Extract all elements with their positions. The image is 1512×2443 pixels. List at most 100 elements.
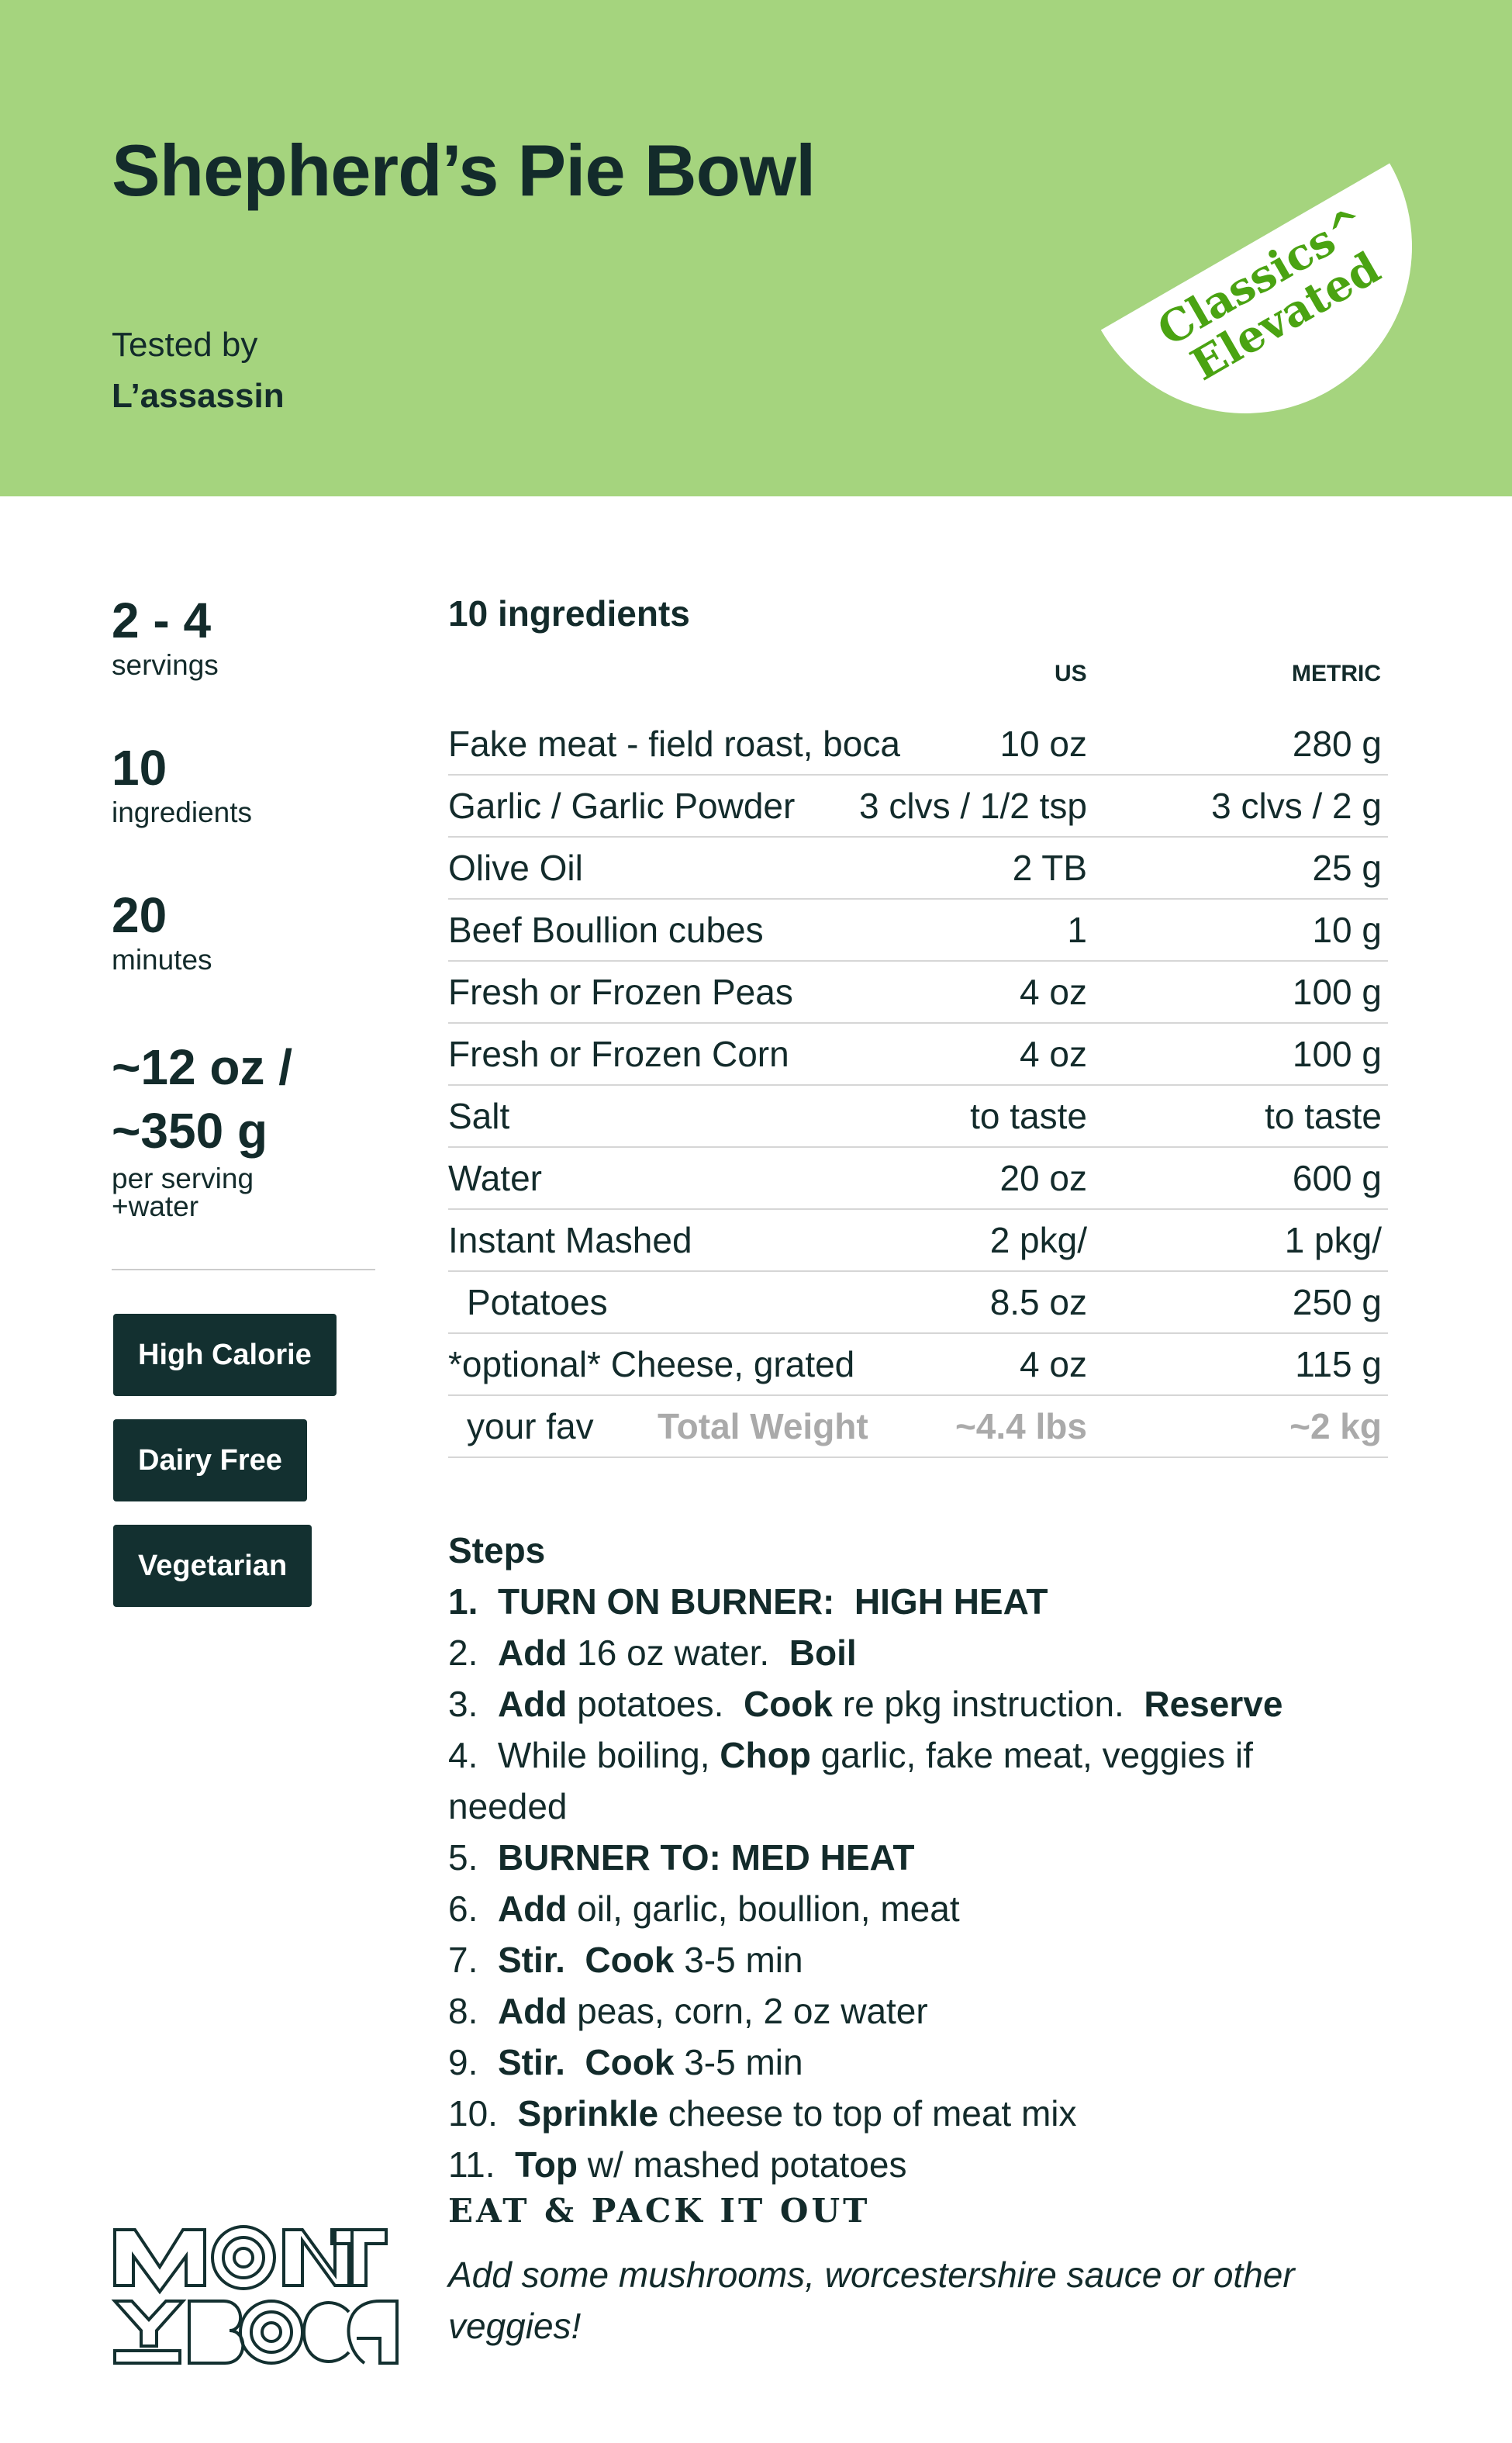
classics-elevated-badge: Classics^ Elevated	[1100, 163, 1473, 475]
step-text: garlic, fake meat, veggies if needed	[448, 1735, 1263, 1826]
ingredient-metric: 600 g	[1292, 1158, 1382, 1198]
ingredient-metric: 280 g	[1292, 724, 1382, 764]
step-action: Top	[515, 2144, 578, 2185]
step-action: Add	[497, 1684, 568, 1724]
ingredient-metric: to taste	[1265, 1096, 1382, 1136]
ingredient-us: 1	[1067, 910, 1087, 950]
closing-text: EAT & PACK IT OUT	[448, 2192, 871, 2230]
ingredient-row: *optional* Cheese, grated 4 oz 115 g	[448, 1334, 1388, 1396]
ingredient-us: 10 oz	[999, 724, 1087, 764]
ingredient-us: to taste	[970, 1096, 1087, 1136]
ingredient-metric: 25 g	[1312, 848, 1382, 888]
ingredient-us: 2 TB	[1012, 848, 1087, 888]
ingredient-row: Fake meat - field roast, boca 10 oz 280 g	[448, 714, 1388, 776]
step-action: 1.	[448, 1581, 498, 1622]
stat-serving-size: ~12 oz / ~350 g per serving +water	[112, 1033, 292, 1221]
ingredient-name: *optional* Cheese, grated	[448, 1344, 855, 1384]
ingredient-us: 4 oz	[1020, 1034, 1087, 1074]
stat-label: per serving	[112, 1163, 254, 1194]
ingredient-us: 8.5 oz	[989, 1282, 1087, 1322]
step-action: Stir. Cook	[497, 2042, 675, 2082]
col-metric: METRIC	[1292, 661, 1381, 686]
step-text: 6.	[448, 1888, 498, 1929]
step-action: Chop	[720, 1735, 811, 1775]
ingredient-us: 2 pkg/	[989, 1220, 1087, 1260]
step-text: peas, corn, 2 oz water	[567, 1991, 928, 2031]
ingredient-name: Garlic / Garlic Powder	[448, 786, 796, 826]
step-text: 11.	[448, 2144, 516, 2185]
ingredients-title: 10 ingredients	[448, 593, 690, 634]
step-text: 3.	[448, 1684, 498, 1724]
step-text: cheese to top of meat mix	[658, 2093, 1077, 2134]
ingredient-row: Olive Oil 2 TB 25 g	[448, 838, 1388, 900]
ingredient-metric: 10 g	[1312, 910, 1382, 950]
stat-value: 2 - 4	[112, 593, 212, 648]
step-text: 2.	[448, 1633, 498, 1673]
stat-minutes: 20 minutes	[112, 886, 212, 976]
total-weight-row: your fav Total Weight ~4.4 lbs ~2 kg	[448, 1396, 1388, 1458]
tester-name: L’assassin	[112, 377, 285, 415]
step-action: BURNER TO: MED HEAT	[497, 1837, 915, 1878]
step-action: Cook	[743, 1684, 833, 1724]
ingredient-name: Olive Oil	[448, 848, 583, 888]
ingredient-metric: 1 pkg/	[1284, 1220, 1382, 1260]
step-item: 9. Stir. Cook 3-5 min	[448, 2037, 1379, 2088]
ingredient-us: 4 oz	[1020, 972, 1087, 1012]
stat-ingredients: 10 ingredients	[112, 738, 252, 828]
step-text: 16 oz water.	[567, 1633, 789, 1673]
ingredient-metric: 100 g	[1292, 972, 1382, 1012]
step-text: 3-5 min	[674, 2042, 803, 2082]
tested-by-label: Tested by	[112, 326, 258, 364]
step-text: 8.	[448, 1991, 498, 2031]
step-item: 2. Add 16 oz water. Boil	[448, 1627, 1379, 1678]
step-item: 1. TURN ON BURNER: HIGH HEAT	[448, 1576, 1379, 1627]
ingredients-table: Fake meat - field roast, boca 10 oz 280 g G…	[448, 714, 1388, 1458]
ingredient-us: 3 clvs / 1/2 tsp	[858, 786, 1087, 826]
stat-label: +water	[112, 1190, 199, 1222]
ingredient-row: Water 20 oz 600 g	[448, 1148, 1388, 1210]
ingredient-name: Beef Boullion cubes	[448, 910, 764, 950]
step-text: 7.	[448, 1940, 498, 1980]
step-text: w/ mashed potatoes	[577, 2144, 907, 2185]
ingredient-us: 4 oz	[1020, 1344, 1087, 1384]
step-action: Sprinkle	[517, 2093, 659, 2134]
step-text: oil, garlic, boullion, meat	[567, 1888, 960, 1929]
ingredient-row: Beef Boullion cubes 1 10 g	[448, 900, 1388, 962]
step-text: 3-5 min	[674, 1940, 803, 1980]
tag-dairy-free: Dairy Free	[113, 1419, 307, 1501]
step-action: Add	[497, 1888, 568, 1929]
stat-value: ~12 oz /	[112, 1039, 292, 1095]
ingredient-metric: 115 g	[1295, 1344, 1382, 1384]
steps: Steps 1. TURN ON BURNER: HIGH HEAT 2. Add…	[448, 1525, 1379, 2190]
ingredient-row: Potatoes 8.5 oz 250 g	[448, 1272, 1388, 1334]
step-item: 7. Stir. Cook 3-5 min	[448, 1934, 1379, 1985]
ingredient-metric: 100 g	[1292, 1034, 1382, 1074]
ingredient-name: Instant Mashed	[448, 1220, 692, 1260]
ingredient-metric: 3 clvs / 2 g	[1211, 786, 1382, 826]
ingredient-us: 20 oz	[999, 1158, 1087, 1198]
mont-y-boca-logo	[111, 2225, 399, 2365]
step-item: 8. Add peas, corn, 2 oz water	[448, 1985, 1379, 2037]
stat-label: ingredients	[112, 796, 253, 828]
step-item: 6. Add oil, garlic, boullion, meat	[448, 1883, 1379, 1934]
stat-value: 10	[112, 740, 167, 796]
total-metric: ~2 kg	[1289, 1406, 1382, 1446]
step-text: 4. While boiling,	[448, 1735, 720, 1775]
ingredient-row: Garlic / Garlic Powder 3 clvs / 1/2 tsp 3 …	[448, 776, 1388, 838]
stat-servings: 2 - 4 servings	[112, 591, 219, 681]
step-action: Add	[497, 1991, 568, 2031]
total-label: Total Weight	[658, 1406, 868, 1446]
tag-vegetarian: Vegetarian	[113, 1525, 312, 1607]
step-text: 9.	[448, 2042, 498, 2082]
ingredient-row: Fresh or Frozen Peas 4 oz 100 g	[448, 962, 1388, 1024]
step-item: 10. Sprinkle cheese to top of meat mix	[448, 2088, 1379, 2139]
steps-title: Steps	[448, 1530, 546, 1570]
stat-label: minutes	[112, 944, 212, 976]
step-action: TURN ON BURNER: HIGH HEAT	[497, 1581, 1048, 1622]
step-text: 10.	[448, 2093, 518, 2134]
ingredient-name: Fresh or Frozen Corn	[448, 1034, 789, 1074]
ingredient-name: Salt	[448, 1096, 510, 1136]
ingredient-name: Fresh or Frozen Peas	[448, 972, 793, 1012]
step-action: Add	[497, 1633, 568, 1673]
ingredient-name: Potatoes	[467, 1282, 608, 1322]
